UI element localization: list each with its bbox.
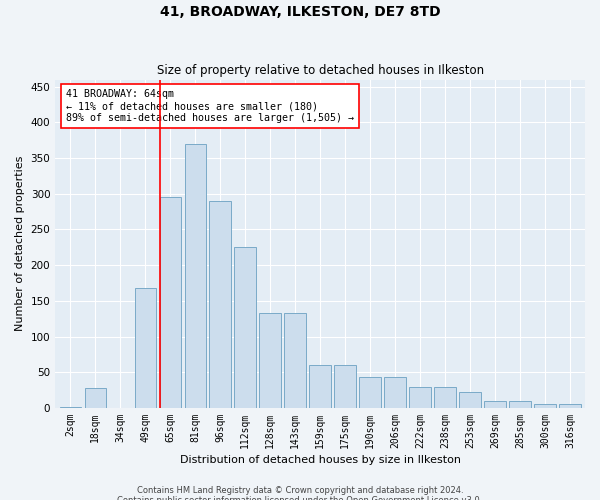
Bar — [259, 313, 281, 408]
Bar — [284, 313, 306, 408]
Text: 41, BROADWAY, ILKESTON, DE7 8TD: 41, BROADWAY, ILKESTON, DE7 8TD — [160, 5, 440, 19]
Bar — [559, 404, 581, 408]
Bar — [85, 388, 106, 408]
Bar — [385, 377, 406, 408]
Bar — [359, 377, 380, 408]
Title: Size of property relative to detached houses in Ilkeston: Size of property relative to detached ho… — [157, 64, 484, 77]
Bar — [434, 386, 455, 408]
Bar — [134, 288, 156, 408]
Text: Contains HM Land Registry data © Crown copyright and database right 2024.: Contains HM Land Registry data © Crown c… — [137, 486, 463, 495]
Bar — [509, 401, 530, 408]
Text: Contains public sector information licensed under the Open Government Licence v3: Contains public sector information licen… — [118, 496, 482, 500]
Bar — [460, 392, 481, 408]
Bar — [409, 386, 431, 408]
Bar — [209, 201, 231, 408]
Bar — [484, 401, 506, 408]
Y-axis label: Number of detached properties: Number of detached properties — [15, 156, 25, 332]
Bar — [59, 406, 81, 408]
X-axis label: Distribution of detached houses by size in Ilkeston: Distribution of detached houses by size … — [179, 455, 461, 465]
Text: 41 BROADWAY: 64sqm
← 11% of detached houses are smaller (180)
89% of semi-detach: 41 BROADWAY: 64sqm ← 11% of detached hou… — [66, 90, 354, 122]
Bar — [185, 144, 206, 408]
Bar — [160, 198, 181, 408]
Bar — [334, 365, 356, 408]
Bar — [310, 365, 331, 408]
Bar — [535, 404, 556, 408]
Bar — [235, 248, 256, 408]
